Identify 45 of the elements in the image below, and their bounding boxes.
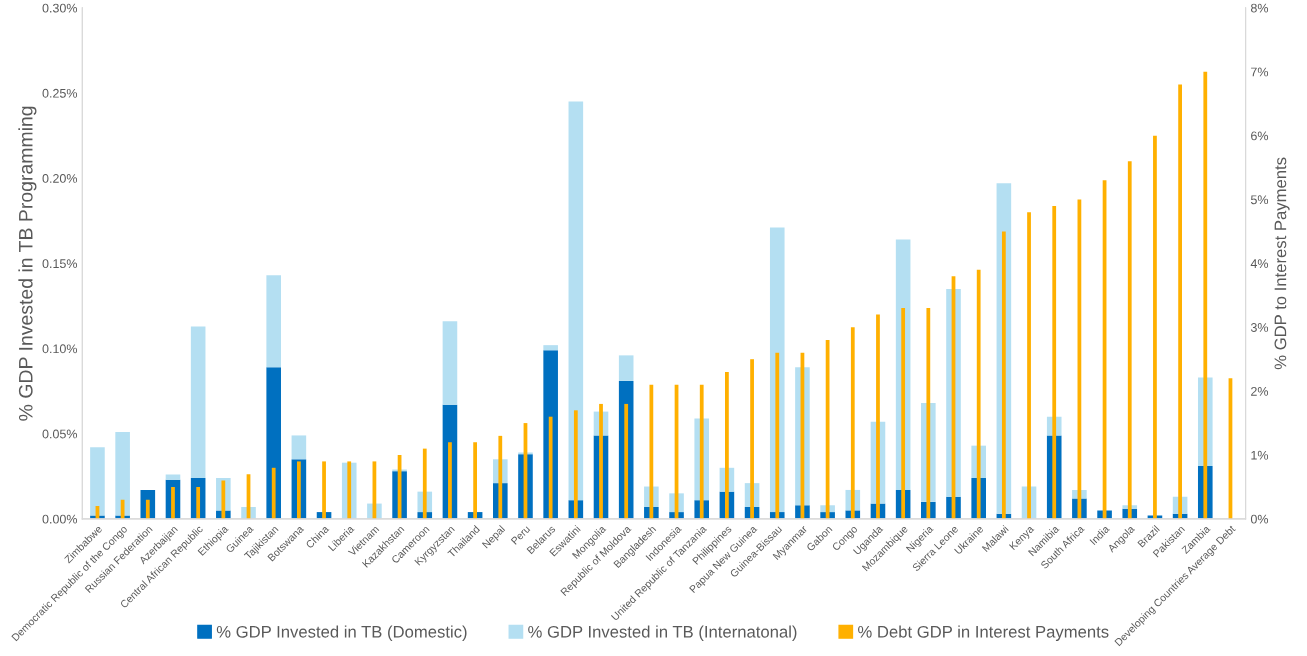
bar bbox=[448, 442, 452, 519]
y2-tick-label: 0% bbox=[1250, 514, 1269, 524]
bar bbox=[1178, 84, 1182, 519]
y2-tick-label: 6% bbox=[1251, 131, 1269, 141]
y2-tick-label: 2% bbox=[1251, 386, 1269, 396]
bar bbox=[322, 461, 326, 519]
y-tick-label: 0.00% bbox=[42, 514, 78, 524]
y-tick-label: 0.15% bbox=[42, 259, 78, 269]
bar bbox=[271, 467, 276, 519]
bar bbox=[291, 435, 307, 460]
bar bbox=[599, 403, 603, 519]
y2-tick-label: 5% bbox=[1250, 195, 1269, 205]
bar bbox=[548, 416, 553, 519]
bar bbox=[750, 359, 754, 519]
bar bbox=[145, 499, 150, 519]
bar bbox=[115, 432, 130, 516]
y2-axis-title: % GDP to Interest Payments bbox=[1274, 157, 1290, 370]
legend-label: % GDP Invested in TB (Domestic) bbox=[216, 625, 467, 641]
bar bbox=[165, 474, 181, 480]
bar bbox=[568, 101, 584, 501]
bar bbox=[1153, 135, 1157, 519]
bar bbox=[618, 355, 634, 381]
legend-label: % Debt GDP in Interest Payments bbox=[858, 625, 1109, 641]
bar bbox=[543, 345, 558, 351]
bar bbox=[1027, 212, 1031, 519]
bar bbox=[876, 314, 880, 519]
bar bbox=[266, 275, 281, 368]
y-tick-label: 0.20% bbox=[42, 174, 78, 183]
legend-label: % GDP Invested in TB (Internatonal) bbox=[528, 625, 797, 641]
y-tick-label: 0.30% bbox=[42, 3, 78, 13]
y-tick-label: 0.05% bbox=[42, 429, 78, 439]
y2-tick-label: 1% bbox=[1251, 450, 1269, 460]
bar bbox=[171, 486, 175, 519]
bar bbox=[442, 321, 458, 405]
y2-tick-label: 7% bbox=[1251, 67, 1269, 77]
y2-tick-label: 4% bbox=[1250, 259, 1269, 268]
y2-tick-label: 8% bbox=[1250, 3, 1269, 13]
y2-tick-label: 3% bbox=[1250, 323, 1269, 332]
y-tick-label: 0.25% bbox=[42, 88, 78, 98]
bar bbox=[266, 367, 281, 519]
bar bbox=[725, 371, 729, 519]
y-tick-label: 0.10% bbox=[42, 344, 78, 354]
y-axis-title: % GDP Invested in TB Programming bbox=[18, 106, 37, 421]
bar bbox=[90, 447, 105, 516]
bar bbox=[190, 326, 206, 479]
